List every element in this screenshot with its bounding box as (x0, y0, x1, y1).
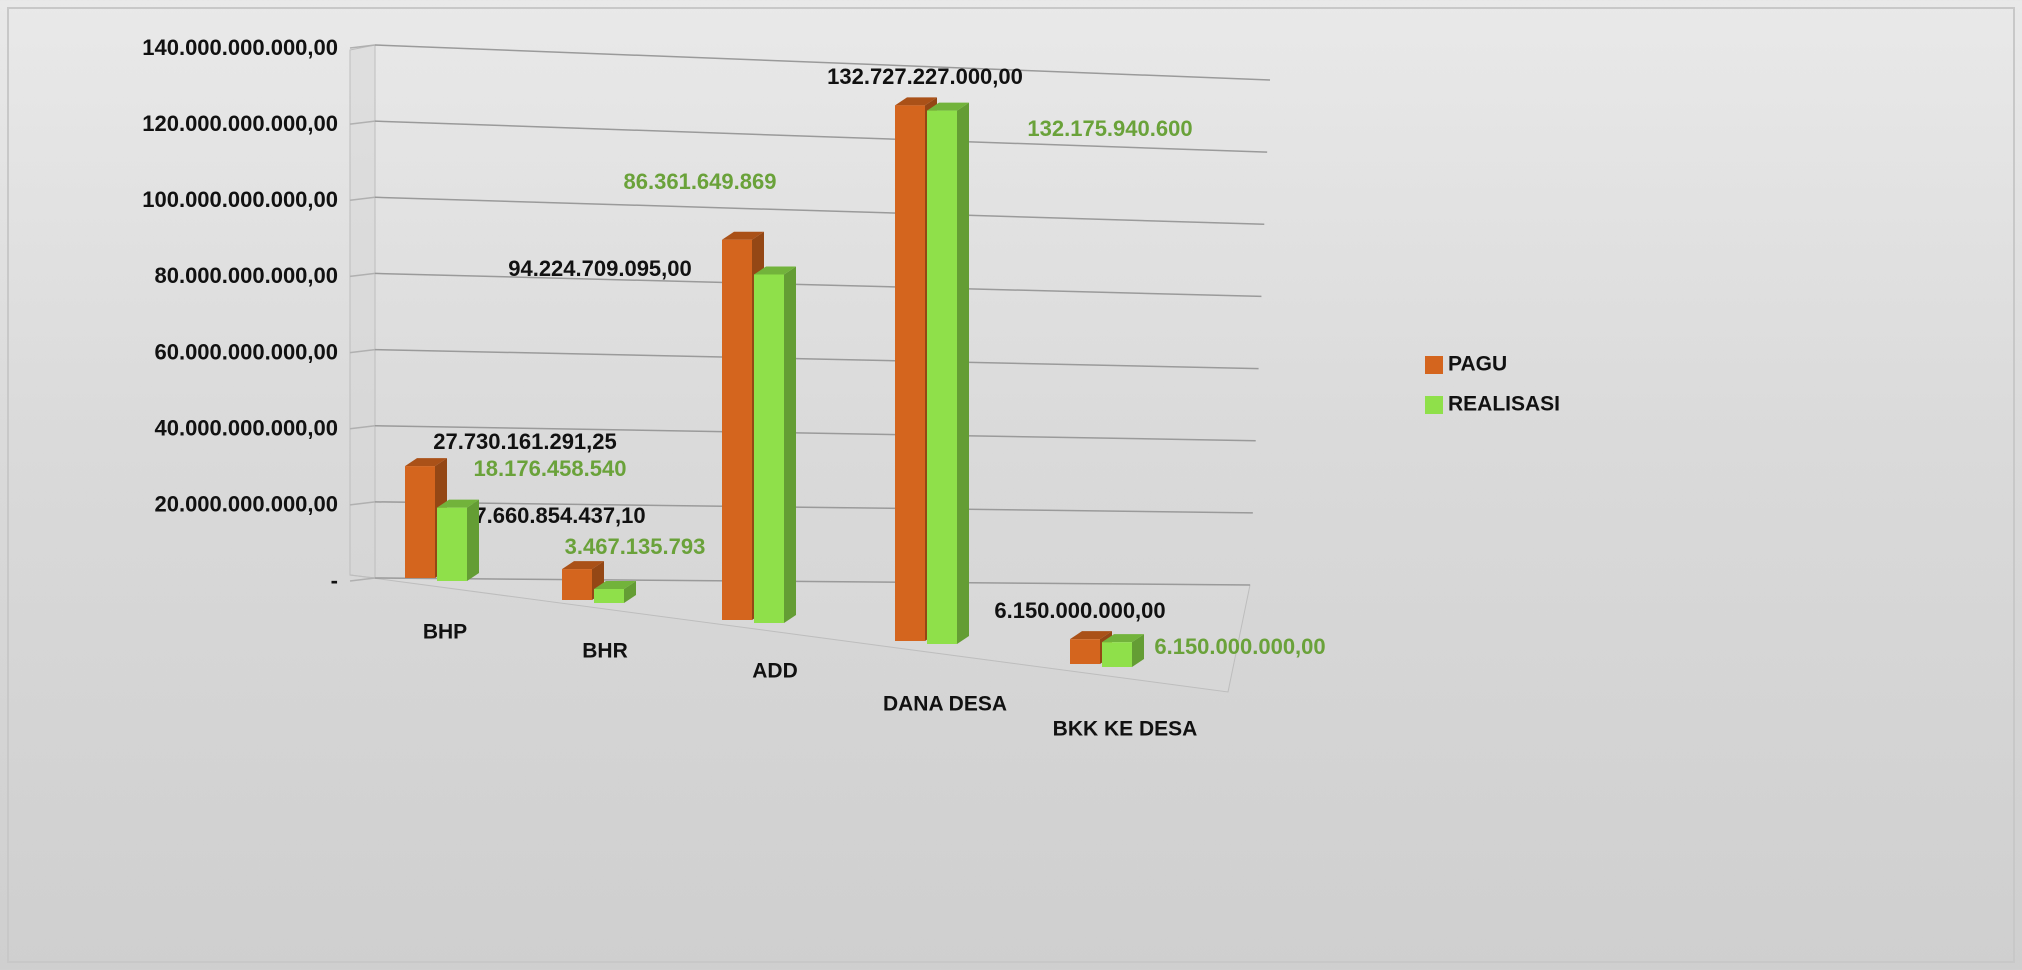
y-tick-label: 100.000.000.000,00 (142, 187, 338, 212)
bar (562, 569, 592, 600)
y-tick-label: 60.000.000.000,00 (154, 339, 338, 364)
bar (722, 240, 752, 620)
data-label: 18.176.458.540 (474, 456, 627, 481)
data-label: 132.175.940.600 (1027, 116, 1192, 141)
data-label: 86.361.649.869 (624, 169, 777, 194)
x-tick-label: BHP (423, 621, 467, 644)
legend-swatch (1425, 396, 1443, 414)
grid-line (375, 350, 1259, 369)
frame (8, 8, 2014, 962)
bar (754, 274, 784, 623)
bar (1102, 642, 1132, 667)
y-tick-label: 40.000.000.000,00 (154, 416, 338, 441)
legend-swatch (1425, 356, 1443, 374)
chart: - 20.000.000.000,00 40.000.000.000,00 60.00… (0, 0, 2022, 970)
bar-side (784, 266, 796, 623)
bar-side (957, 103, 969, 644)
legend-label: PAGU (1448, 353, 1507, 376)
data-label: 6.150.000.000,00 (994, 598, 1165, 623)
bar-side (467, 500, 479, 581)
tick-mark (350, 578, 375, 581)
data-label: 27.730.161.291,25 (433, 429, 617, 454)
bar (927, 111, 957, 644)
bar (594, 589, 624, 603)
x-tick-label: DANA DESA (883, 693, 1007, 716)
y-tick-label: 120.000.000.000,00 (142, 111, 338, 136)
grid-line (375, 45, 1270, 80)
floor (350, 575, 1250, 692)
x-tick-label: BKK KE DESA (1053, 718, 1198, 741)
data-label: 6.150.000.000,00 (1154, 634, 1325, 659)
y-tick-label: 80.000.000.000,00 (154, 263, 338, 288)
data-label: 7.660.854.437,10 (474, 503, 645, 528)
data-label: 94.224.709.095,00 (508, 256, 692, 281)
data-label: 3.467.135.793 (565, 534, 706, 559)
y-tick-label: 20.000.000.000,00 (154, 492, 338, 517)
bar (1070, 639, 1100, 664)
data-label: 132.727.227.000,00 (827, 64, 1023, 89)
bar (437, 508, 467, 581)
bar (895, 105, 925, 641)
grid-line (375, 197, 1264, 224)
bar (405, 466, 435, 578)
legend-label: REALISASI (1448, 393, 1560, 416)
x-tick-label: BHR (582, 640, 628, 663)
page: {"chart_data": {"type": "bar3d", "catego… (0, 0, 2022, 970)
x-tick-label: ADD (752, 660, 798, 683)
y-tick-label: 140.000.000.000,00 (142, 35, 338, 60)
side-wall (350, 45, 375, 578)
y-tick-label: - (331, 568, 338, 593)
